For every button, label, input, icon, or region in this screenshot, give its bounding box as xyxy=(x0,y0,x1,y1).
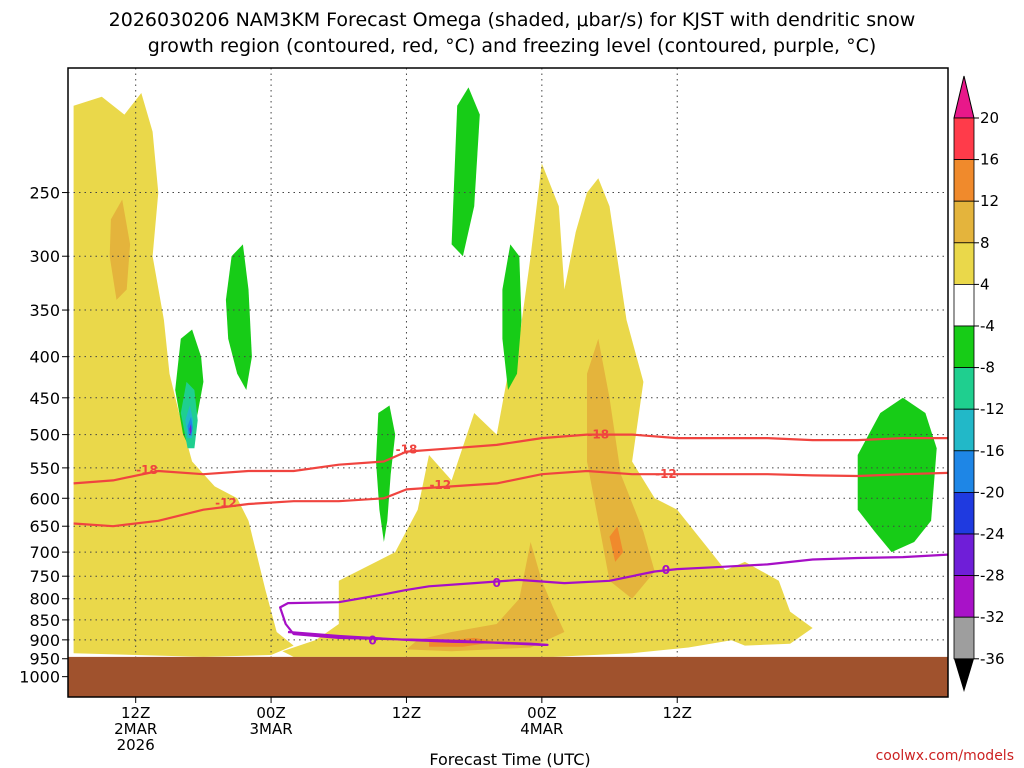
colorbar-label: 16 xyxy=(980,151,999,169)
colorbar-label: -24 xyxy=(980,525,1005,543)
omega-region-downward-4-8-upper-center xyxy=(451,87,480,257)
omega-region-downward-4-8-center-left xyxy=(225,244,252,390)
x-tick-label: 12Z xyxy=(121,704,150,722)
y-tick-label-550: 550 xyxy=(29,459,60,478)
contour--18-0 xyxy=(73,433,948,485)
omega-region-upward-12-16-east xyxy=(609,526,624,562)
contour-0-2 xyxy=(279,553,948,646)
colorbar-bottom-arrow xyxy=(954,658,974,692)
omega-region-downward-4-8-upper-right xyxy=(502,244,522,390)
colorbar-label: -28 xyxy=(980,567,1005,585)
y-tick-label-900: 900 xyxy=(29,631,60,650)
x-tick-label: 12Z xyxy=(392,704,421,722)
colorbar-swatch xyxy=(953,325,975,368)
x-tick-label: 00Z xyxy=(527,704,556,722)
y-tick-label-700: 700 xyxy=(29,543,60,562)
y-tick-label-850: 850 xyxy=(29,611,60,630)
x-tick-label: 3MAR xyxy=(249,720,292,738)
omega-region-upward-8-12-east xyxy=(587,338,655,599)
y-tick-label-650: 650 xyxy=(29,517,60,536)
contour-layer: -18 -18 -18 -12 -12 -12 0 0 0 xyxy=(73,428,948,648)
y-tick-label-400: 400 xyxy=(29,348,60,367)
contour-label--12: -12 xyxy=(429,478,451,492)
contour-label--12: -12 xyxy=(655,467,677,481)
colorbar-swatch xyxy=(953,283,975,327)
colorbar: 20 16 12 8 4 -4 -8 -12 -16 -20 -24 -28 -32 -36 xyxy=(953,75,1005,692)
colorbar-swatch xyxy=(953,533,975,576)
colorbar-swatch xyxy=(953,616,975,660)
colorbar-label: -20 xyxy=(980,483,1005,501)
y-tick-label-450: 450 xyxy=(29,389,60,408)
terrain-ground-fill xyxy=(68,656,948,697)
x-tick-label: 00Z xyxy=(256,704,285,722)
colorbar-swatch xyxy=(953,242,975,285)
contour-label--18: -18 xyxy=(396,443,418,457)
colorbar-label: -12 xyxy=(980,400,1005,418)
colorbar-swatch xyxy=(953,491,975,535)
colorbar-label: -16 xyxy=(980,442,1005,460)
colorbar-swatch xyxy=(953,200,975,244)
colorbar-label: -36 xyxy=(980,650,1005,668)
chart-title-line1: 2026030206 NAM3KM Forecast Omega (shaded… xyxy=(109,9,916,31)
omega-shading-layer xyxy=(73,87,937,657)
contour-label-0: 0 xyxy=(493,576,501,590)
x-tick-label: 2026 xyxy=(117,736,155,754)
contour-label-0: 0 xyxy=(662,563,670,577)
colorbar-swatch xyxy=(953,450,975,493)
y-tick-label-950: 950 xyxy=(29,650,60,669)
colorbar-swatch xyxy=(953,117,975,160)
colorbar-swatch xyxy=(953,575,975,618)
omega-region-downward-24-28 xyxy=(189,424,192,435)
omega-region-upward-4-8-west-lower xyxy=(73,498,147,616)
omega-region-downward-4-8-mid xyxy=(376,405,396,542)
credit-link[interactable]: coolwx.com/models xyxy=(876,748,1014,764)
y-tick-label-350: 350 xyxy=(29,301,60,320)
contour-label--12: -12 xyxy=(215,496,237,510)
colorbar-top-arrow xyxy=(953,75,975,119)
colorbar-label: 8 xyxy=(980,234,990,252)
y-tick-label-300: 300 xyxy=(29,247,60,266)
colorbar-label: -32 xyxy=(980,608,1005,626)
y-tick-label-750: 750 xyxy=(29,567,60,586)
plot-area: -18 -18 -18 -12 -12 -12 0 0 0 xyxy=(68,68,948,697)
y-tick-label-1000: 1000 xyxy=(19,668,60,687)
colorbar-label: -8 xyxy=(980,359,995,377)
colorbar-swatch xyxy=(953,159,975,202)
y-tick-label-600: 600 xyxy=(29,489,60,508)
contour-label-0: 0 xyxy=(368,634,376,648)
y-axis: 2503003504004505005506006507007508008509… xyxy=(19,184,68,687)
colorbar-swatch xyxy=(953,408,975,452)
y-tick-label-500: 500 xyxy=(29,426,60,445)
contour-label--18: -18 xyxy=(587,428,609,442)
omega-region-upward-8-12-west xyxy=(109,199,131,300)
colorbar-label: 4 xyxy=(980,275,990,293)
contour-label--18: -18 xyxy=(136,463,158,477)
omega-region-upward-4-8-far-east xyxy=(711,561,813,646)
x-axis-label: Forecast Time (UTC) xyxy=(429,750,590,768)
x-tick-label: 4MAR xyxy=(520,720,563,738)
colorbar-label: -4 xyxy=(980,317,995,335)
y-tick-label-250: 250 xyxy=(29,184,60,203)
colorbar-label: 20 xyxy=(980,109,999,127)
omega-region-upward-8-12-central xyxy=(406,542,565,652)
chart-title-line2: growth region (contoured, red, °C) and f… xyxy=(148,35,877,57)
x-tick-label: 2MAR xyxy=(114,720,157,738)
x-tick-label: 12Z xyxy=(663,704,692,722)
y-tick-label-800: 800 xyxy=(29,590,60,609)
plot-frame xyxy=(67,67,949,698)
colorbar-label: 12 xyxy=(980,192,999,210)
contour--12-1 xyxy=(73,469,948,528)
colorbar-swatch xyxy=(953,367,975,410)
